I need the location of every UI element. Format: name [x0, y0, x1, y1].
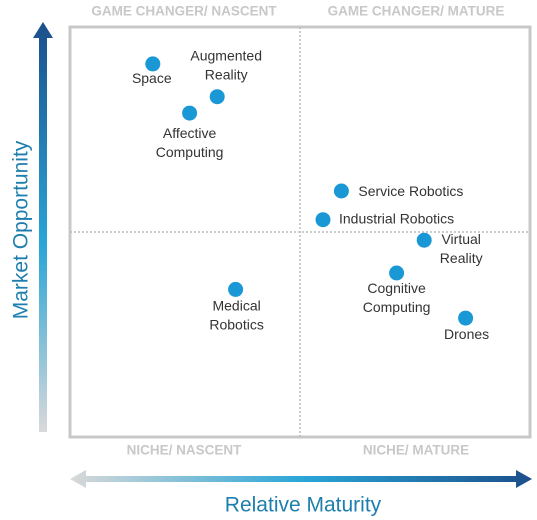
data-point	[182, 105, 198, 121]
data-point	[416, 232, 432, 248]
data-point	[228, 281, 244, 297]
point-label-line: Drones	[444, 326, 489, 342]
y-arrow	[33, 22, 53, 432]
point-label-line: Virtual	[441, 231, 480, 247]
point-label: Industrial Robotics	[339, 210, 454, 226]
point-label: Augmented Reality	[190, 47, 262, 82]
x-arrow	[70, 470, 532, 488]
point-label-line: Augmented	[190, 47, 262, 63]
point-label-line: Reality	[205, 66, 248, 82]
data-point	[389, 265, 405, 281]
data-point	[145, 56, 161, 72]
quadrant-label: GAME CHANGER/ MATURE	[328, 4, 505, 19]
point-label: Medical Robotics	[209, 297, 263, 332]
point-label: Cognitive Computing	[363, 280, 431, 315]
point-label: Service Robotics	[358, 183, 463, 199]
point-label-line: Space	[132, 70, 172, 86]
data-point	[209, 89, 225, 105]
point-label-line: Robotics	[209, 316, 263, 332]
quadrant-label: GAME CHANGER/ NASCENT	[91, 4, 277, 19]
point-label-line: Reality	[440, 250, 483, 266]
data-point	[315, 212, 331, 228]
point-label-line: Computing	[363, 299, 431, 315]
data-point	[333, 183, 349, 199]
data-point	[458, 310, 474, 326]
quadrant-label: NICHE/ NASCENT	[127, 443, 243, 458]
point-label-line: Computing	[156, 144, 224, 160]
point-label: Drones	[444, 326, 489, 342]
point-label-line: Cognitive	[367, 280, 426, 296]
y-axis-label: Market Opportunity	[10, 140, 33, 319]
point-label-line: Medical	[212, 297, 260, 313]
point-label: Affective Computing	[156, 125, 224, 160]
point-label: Virtual Reality	[440, 231, 483, 266]
point-label-line: Industrial Robotics	[339, 210, 454, 226]
x-axis-label: Relative Maturity	[225, 494, 382, 517]
point-label-line: Service Robotics	[358, 183, 463, 199]
point-label-line: Affective	[163, 125, 217, 141]
quadrant-label: NICHE/ MATURE	[363, 443, 469, 458]
point-label: Space	[132, 70, 172, 86]
